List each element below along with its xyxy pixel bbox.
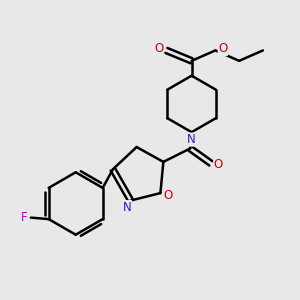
Text: O: O: [214, 158, 223, 171]
Text: N: N: [187, 133, 196, 146]
Text: O: O: [163, 189, 172, 202]
Text: O: O: [154, 42, 164, 56]
Text: N: N: [123, 201, 131, 214]
Text: F: F: [21, 211, 28, 224]
Text: O: O: [218, 42, 227, 56]
